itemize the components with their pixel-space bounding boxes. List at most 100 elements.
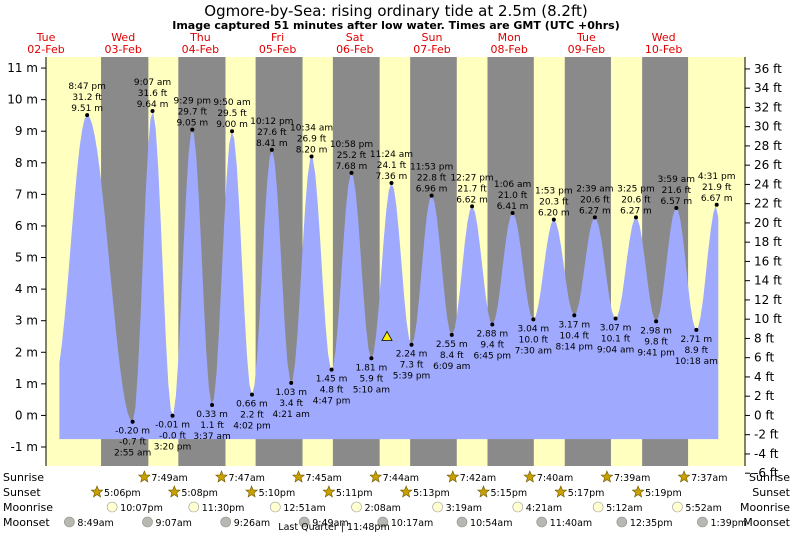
- tide-point: [613, 316, 618, 321]
- moonset-icon: [298, 516, 310, 528]
- right-tick-label: 2 ft: [754, 389, 774, 403]
- left-tick-label: 4 m: [15, 282, 38, 296]
- tide-time-label: 12:27 pm: [450, 173, 493, 183]
- tide-height-m-label: 6.27 m: [620, 206, 652, 216]
- moonset-time: 12:35pm: [630, 518, 673, 529]
- sunrise-icon: [446, 470, 460, 483]
- tide-height-ft-label: 31.6 ft: [138, 89, 168, 99]
- tide-height-ft-label: 31.2 ft: [72, 93, 102, 103]
- tide-height-ft-label: 20.3 ft: [539, 198, 569, 208]
- tide-time-label: 9:50 am: [213, 98, 250, 108]
- right-tick-label: 6 ft: [754, 351, 774, 365]
- day-of-week-label: Wed: [111, 31, 135, 44]
- tide-height-m-label: 7.36 m: [376, 172, 408, 182]
- tide-height-m-label: 2.98 m: [640, 326, 672, 336]
- tide-height-m-label: -0.01 m: [155, 421, 190, 431]
- sunset-time: 5:10pm: [259, 488, 296, 499]
- tide-height-m-label: 3.07 m: [600, 323, 632, 333]
- day-of-week-label: Sat: [346, 31, 365, 44]
- moonrise-time: 3:19am: [446, 503, 482, 514]
- moonset-time: 9:26am: [234, 518, 270, 529]
- moonset-time: 10:54am: [470, 518, 512, 529]
- tide-area: [59, 111, 719, 440]
- moonset-icon: [697, 516, 708, 528]
- tide-height-m-label: 6.20 m: [538, 209, 570, 219]
- tide-height-m-label: 2.71 m: [680, 335, 712, 345]
- right-tick-label: 8 ft: [754, 331, 774, 345]
- tide-time-label: 10:12 pm: [250, 117, 293, 127]
- tide-height-ft-label: 8.9 ft: [684, 346, 708, 356]
- moonrise-time: 12:51am: [283, 503, 325, 514]
- tide-time-label: 8:14 pm: [555, 342, 593, 352]
- sunset-icon: [554, 485, 568, 498]
- left-tick-label: 8 m: [15, 156, 38, 170]
- tide-point: [572, 313, 577, 318]
- moonrise-icon: [106, 501, 118, 513]
- tide-point: [190, 127, 195, 132]
- tide-height-m-label: 9.05 m: [176, 119, 208, 129]
- sunrise-icon: [677, 470, 691, 483]
- tide-height-ft-label: 21.0 ft: [498, 191, 528, 201]
- right-tick-label: 28 ft: [754, 139, 782, 153]
- tide-time-label: 5:39 pm: [393, 372, 431, 382]
- row-label-left: Sunset: [3, 486, 41, 499]
- sunrise-icon: [600, 470, 614, 483]
- current-level-triangle: [381, 330, 393, 341]
- tide-time-label: 7:30 am: [515, 346, 552, 356]
- tide-time-label: 4:47 pm: [313, 397, 351, 407]
- tide-point: [269, 147, 274, 152]
- tide-time-label: 3:59 am: [658, 175, 695, 185]
- tide-height-ft-label: 8.4 ft: [440, 351, 464, 361]
- moonrise-icon: [351, 501, 362, 513]
- tide-time-label: 3:37 am: [193, 432, 230, 442]
- tide-height-ft-label: 1.1 ft: [200, 421, 224, 431]
- moonrise-icon: [432, 501, 443, 513]
- tide-point: [369, 356, 374, 361]
- tide-time-label: 5:10 am: [353, 385, 390, 395]
- tide-height-ft-label: 20.6 ft: [580, 195, 610, 205]
- moonrise-icon: [512, 501, 524, 513]
- left-tick-label: 7 m: [15, 187, 38, 201]
- moonrise-time: 10:07pm: [120, 503, 163, 514]
- tide-height-ft-label: 21.9 ft: [702, 183, 732, 193]
- tide-point: [170, 413, 175, 418]
- tide-curve: [59, 111, 719, 440]
- day-of-week-label: Sun: [422, 31, 443, 44]
- tide-time-label: 4:21 am: [273, 410, 310, 420]
- date-label: 07-Feb: [413, 43, 450, 56]
- right-tick-label: 4 ft: [754, 370, 774, 384]
- tide-height-m-label: 1.45 m: [316, 375, 348, 385]
- moonrise-time: 5:12am: [606, 503, 642, 514]
- sunrise-icon: [215, 470, 228, 483]
- left-tick-label: -1 m: [11, 440, 38, 454]
- moonset-icon: [377, 516, 389, 528]
- tide-time-label: 10:18 am: [675, 357, 718, 367]
- tide-height-m-label: 0.33 m: [196, 410, 228, 420]
- right-tick-label: 20 ft: [754, 216, 782, 230]
- day-of-week-label: Wed: [652, 31, 676, 44]
- tide-height-m-label: 9.51 m: [71, 104, 103, 114]
- moonrise-time: 4:21am: [526, 503, 562, 514]
- date-label: 08-Feb: [490, 43, 527, 56]
- day-of-week-label: Tue: [36, 31, 56, 44]
- tide-point: [309, 154, 314, 159]
- tide-height-m-label: 8.41 m: [256, 139, 288, 149]
- moonset-icon: [142, 516, 153, 528]
- tide-time-label: 3:25 pm: [617, 184, 655, 194]
- tide-point: [409, 342, 414, 347]
- sunset-icon: [90, 485, 104, 498]
- chart-title: Ogmore-by-Sea: rising ordinary tide at 2…: [204, 2, 587, 20]
- tide-height-ft-label: 7.3 ft: [400, 361, 424, 371]
- tide-height-ft-label: -0.0 ft: [159, 432, 186, 442]
- day-of-week-label: Thu: [189, 31, 211, 44]
- tide-height-ft-label: 26.9 ft: [297, 134, 327, 144]
- moonrise-icon: [672, 501, 683, 513]
- axis-ticks: 11 m 10 m 9 m 8 m 7 m 6 m 5 m 4 m 3 m 2 m 1 m 0 m -1…: [7, 61, 782, 480]
- tide-height-ft-label: 4.8 ft: [320, 386, 344, 396]
- tide-point: [654, 319, 659, 324]
- right-tick-label: 24 ft: [754, 177, 782, 191]
- moonrise-icon: [592, 501, 604, 513]
- chart-subtitle: Image captured 51 minutes after low wate…: [172, 19, 620, 32]
